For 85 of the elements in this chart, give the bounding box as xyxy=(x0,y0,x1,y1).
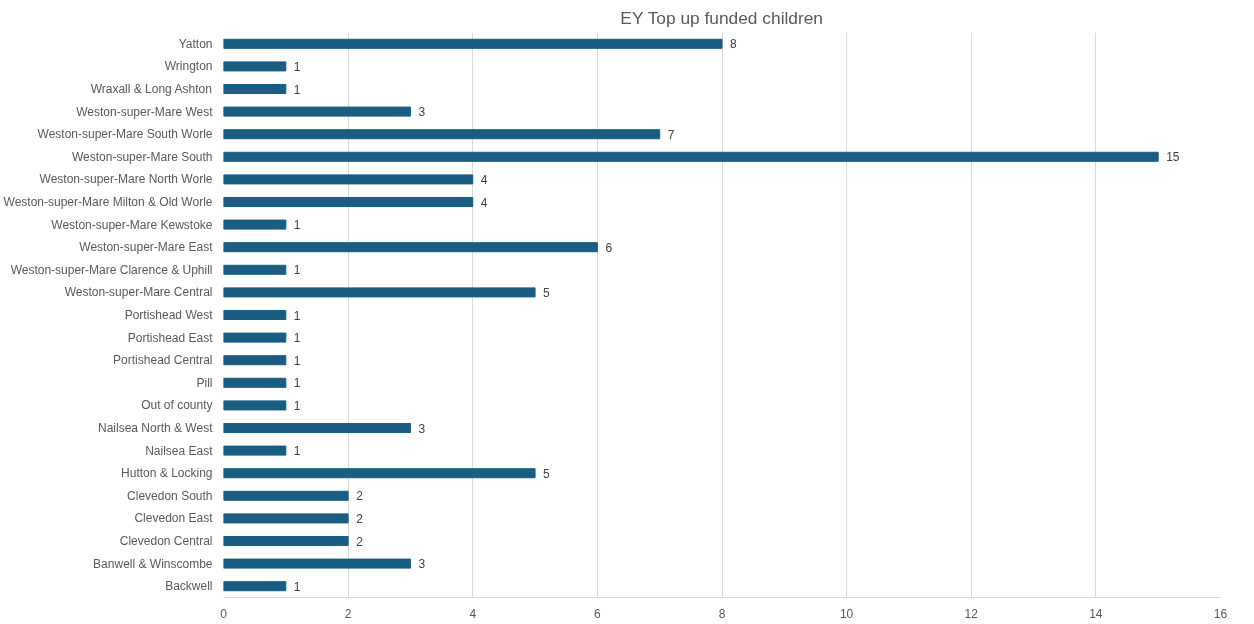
data-label: 1 xyxy=(293,308,301,323)
bar xyxy=(223,174,474,185)
bar xyxy=(223,422,411,434)
bar xyxy=(223,129,661,140)
data-label: 1 xyxy=(293,398,301,413)
x-tick-label: 16 xyxy=(1213,606,1228,621)
y-tick-label: Backwell xyxy=(165,579,213,594)
bar xyxy=(223,61,287,72)
y-tick-label: Weston-super-Mare East xyxy=(79,240,214,255)
data-label: 4 xyxy=(480,195,488,210)
bar xyxy=(223,490,349,501)
data-label: 1 xyxy=(293,444,301,459)
y-tick-label: Weston-super-Mare Milton & Old Worle xyxy=(3,195,213,209)
y-tick-label: Weston-super-Mare South xyxy=(71,149,213,164)
y-tick-label: Banwell & Winscombe xyxy=(93,556,213,571)
y-tick-label: Portishead Central xyxy=(113,353,213,368)
y-tick-label: Portishead West xyxy=(124,308,214,322)
bar xyxy=(223,355,287,366)
data-label: 1 xyxy=(293,59,301,74)
data-label: 6 xyxy=(605,240,613,255)
y-tick-label: Wraxall & Long Ashton xyxy=(90,82,212,96)
data-label: 2 xyxy=(356,534,364,549)
y-tick-label: Pill xyxy=(196,375,213,390)
y-tick-label: Yatton xyxy=(178,36,213,51)
bar xyxy=(223,219,287,230)
bar xyxy=(223,558,411,569)
bar xyxy=(223,38,723,49)
bar xyxy=(223,309,287,321)
data-label: 3 xyxy=(418,421,426,436)
x-tick-label: 10 xyxy=(839,606,854,621)
bar xyxy=(223,513,349,524)
bar xyxy=(223,196,474,208)
x-tick-label: 6 xyxy=(594,606,602,621)
y-tick-label: Hutton & Locking xyxy=(121,466,213,481)
y-tick-label: Weston-super-Mare North Worle xyxy=(39,172,213,187)
data-label: 2 xyxy=(356,489,364,504)
y-tick-label: Weston-super-Mare West xyxy=(76,104,214,119)
data-label: 1 xyxy=(293,353,301,368)
y-tick-label: Weston-super-Mare Clarence & Uphill xyxy=(10,262,213,277)
x-tick-label: 14 xyxy=(1089,606,1103,621)
y-tick-label: Clevedon South xyxy=(127,488,213,503)
y-tick-label: Nailsea East xyxy=(145,443,214,458)
data-label: 5 xyxy=(543,285,551,300)
bar xyxy=(223,151,1159,162)
bar xyxy=(223,332,287,343)
y-tick-label: Wrington xyxy=(164,59,213,74)
bar xyxy=(223,535,349,547)
bar xyxy=(223,400,287,411)
y-tick-label: Clevedon East xyxy=(134,511,214,526)
data-label: 1 xyxy=(293,376,301,391)
data-label: 3 xyxy=(418,105,426,120)
data-label: 4 xyxy=(480,172,488,187)
bar xyxy=(223,264,287,275)
bar xyxy=(223,242,598,253)
data-label: 1 xyxy=(293,218,301,233)
bar xyxy=(223,106,411,117)
bar xyxy=(223,83,287,95)
data-label: 5 xyxy=(543,466,551,481)
data-label: 1 xyxy=(293,331,301,346)
bar xyxy=(223,581,287,592)
data-label: 3 xyxy=(418,557,426,572)
x-tick-label: 2 xyxy=(344,606,352,621)
bar xyxy=(223,445,287,456)
data-label: 7 xyxy=(667,127,675,142)
bar xyxy=(223,468,536,479)
data-label: 1 xyxy=(293,579,301,594)
y-tick-label: Weston-super-Mare Central xyxy=(64,285,213,300)
x-tick-label: 12 xyxy=(964,606,979,621)
data-label: 1 xyxy=(293,82,301,97)
bar xyxy=(223,287,536,298)
y-tick-label: Weston-super-Mare Kewstoke xyxy=(51,217,213,232)
y-tick-label: Weston-super-Mare South Worle xyxy=(37,127,213,142)
chart-title: EY Top up funded children xyxy=(620,7,824,28)
y-tick-label: Portishead East xyxy=(127,330,214,345)
y-tick-label: Nailsea North & West xyxy=(98,421,214,435)
data-label: 8 xyxy=(730,37,737,52)
y-tick-label: Clevedon Central xyxy=(119,534,213,548)
y-tick-label: Out of county xyxy=(141,398,213,413)
data-label: 15 xyxy=(1166,150,1180,165)
data-label: 1 xyxy=(293,263,301,278)
bar xyxy=(223,377,287,388)
x-tick-label: 4 xyxy=(469,606,477,621)
x-tick-label: 8 xyxy=(718,606,726,621)
data-label: 2 xyxy=(356,511,364,526)
x-tick-label: 0 xyxy=(220,606,228,621)
